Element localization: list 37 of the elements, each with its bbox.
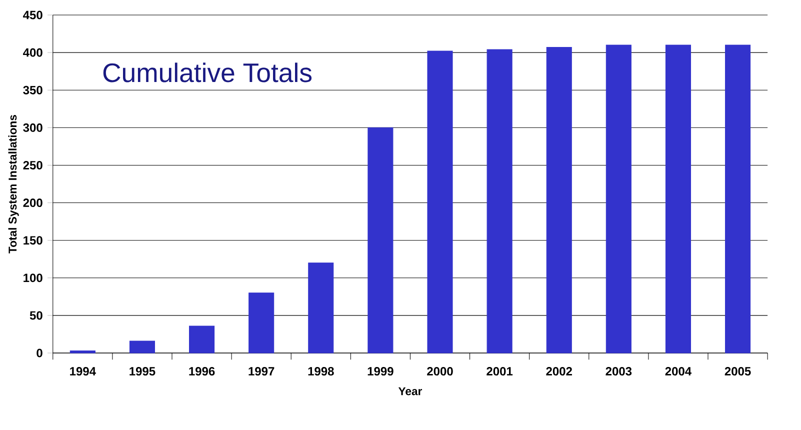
y-tick-label: 100 [24, 274, 42, 282]
x-tick-label: 2001 [486, 367, 513, 376]
y-axis-title: Total System Installations [8, 114, 19, 254]
bar [427, 50, 453, 354]
x-axis-title: Year [398, 387, 422, 396]
x-tick-label: 2000 [427, 367, 453, 376]
x-tick-label: 2004 [665, 367, 692, 376]
bar [606, 44, 632, 354]
bar [129, 340, 155, 354]
y-tick-label: 300 [23, 123, 42, 132]
bar [368, 127, 394, 354]
x-tick-label: 2005 [724, 367, 751, 376]
bar [665, 44, 691, 354]
y-tick-label: 50 [30, 311, 42, 320]
x-tick-label: 1998 [308, 367, 334, 376]
bar [189, 326, 215, 354]
bar [725, 44, 751, 354]
x-tick-label: 1995 [130, 367, 156, 376]
bar [486, 49, 512, 354]
x-tick-label: 2003 [606, 367, 632, 376]
y-tick-label: 450 [23, 10, 42, 20]
text: Cumulative Totals [103, 62, 312, 82]
y-tick-label: 400 [23, 48, 42, 57]
x-tick-label: 1999 [368, 367, 394, 376]
bar [248, 292, 274, 354]
y-tick-label: 0 [36, 348, 42, 358]
bar [546, 47, 572, 354]
y-tick-label: 200 [23, 198, 42, 208]
y-tick-label: 250 [23, 160, 42, 170]
bar [308, 262, 334, 354]
x-tick-label: 1997 [248, 367, 274, 376]
x-tick-label: 1994 [70, 367, 96, 376]
x-tick-label: 2002 [546, 367, 572, 376]
bar [70, 350, 96, 354]
x-tick-label: 1996 [189, 367, 215, 376]
y-tick-label: 350 [23, 86, 42, 94]
y-tick-label: 150 [24, 236, 42, 245]
